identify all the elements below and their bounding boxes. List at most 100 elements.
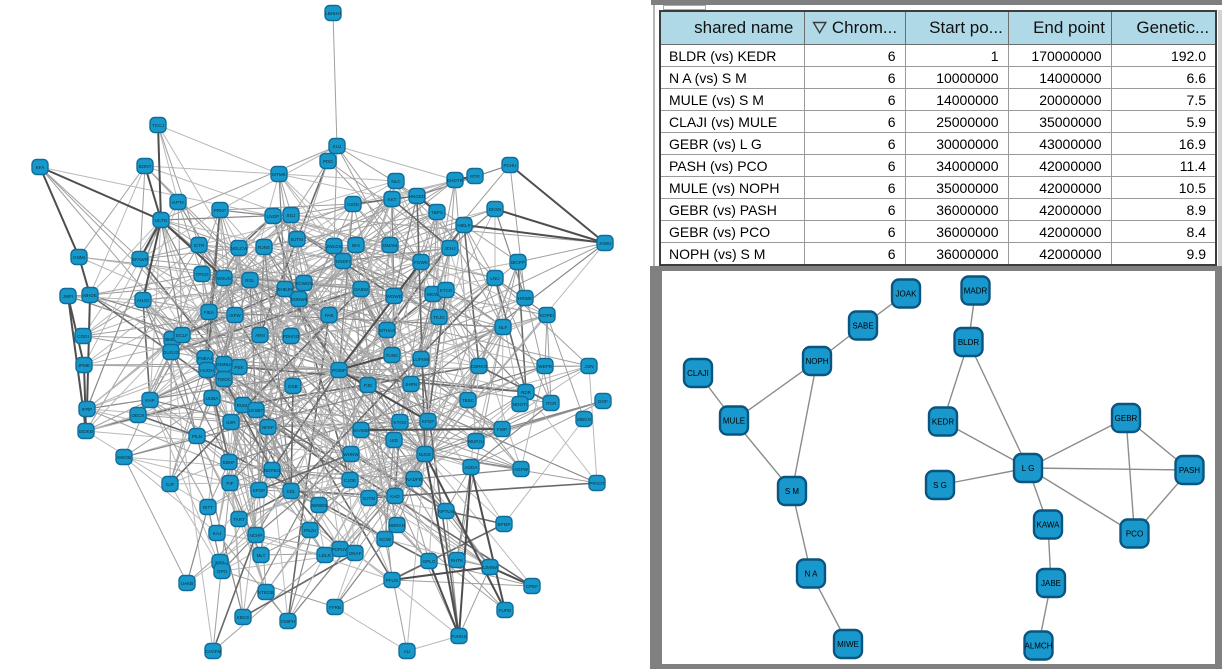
svg-text:BHI: BHI: [352, 243, 360, 248]
svg-text:RTR: RTR: [470, 174, 480, 179]
svg-text:RUMJ: RUMJ: [237, 403, 250, 408]
svg-text:GJF: GJF: [166, 482, 175, 487]
svg-text:RDR: RDR: [521, 390, 532, 395]
svg-text:KKT: KKT: [388, 197, 397, 202]
svg-text:ISFW: ISFW: [229, 313, 241, 318]
svg-text:SFAWR: SFAWR: [132, 257, 149, 262]
svg-text:LESBT: LESBT: [249, 408, 264, 413]
svg-text:MTMK: MTMK: [272, 172, 286, 177]
svg-text:CPEF: CPEF: [526, 584, 538, 589]
svg-text:NDOTI: NDOTI: [513, 402, 527, 407]
svg-text:UCTD: UCTD: [155, 218, 168, 223]
svg-text:PAB: PAB: [325, 313, 334, 318]
svg-text:SGJ: SGJ: [287, 213, 296, 218]
svg-text:KFGF: KFGF: [422, 419, 434, 424]
svg-text:GUGJG: GUGJG: [163, 350, 180, 355]
svg-text:MHDE: MHDE: [83, 293, 97, 298]
svg-text:N A: N A: [805, 570, 819, 579]
svg-text:PCHU: PCHU: [503, 163, 516, 168]
svg-text:JABE: JABE: [1041, 579, 1061, 588]
svg-text:S G: S G: [933, 481, 947, 490]
svg-text:BLDR: BLDR: [958, 338, 980, 347]
svg-text:DOF: DOF: [598, 399, 608, 404]
svg-text:KEA: KEA: [215, 560, 225, 565]
svg-text:KTOO: KTOO: [394, 420, 407, 425]
svg-text:JPME: JPME: [78, 363, 90, 368]
svg-text:BICPP: BICPP: [511, 260, 525, 265]
svg-text:PDG: PDG: [323, 159, 333, 164]
svg-text:L G: L G: [1022, 464, 1035, 473]
svg-text:ITCR: ITCR: [546, 401, 557, 406]
svg-text:WSUN: WSUN: [217, 276, 231, 281]
svg-text:MTHAA: MTHAA: [379, 328, 396, 333]
svg-text:TART: TART: [233, 517, 245, 522]
svg-text:PJHGS: PJHGS: [451, 634, 466, 639]
svg-text:JAWU: JAWU: [599, 241, 612, 246]
svg-text:GMNUI: GMNUI: [216, 362, 231, 367]
svg-text:NGLCW: NGLCW: [230, 246, 248, 251]
svg-text:LBHHH: LBHHH: [325, 11, 341, 16]
svg-text:SAAMD: SAAMD: [353, 428, 370, 433]
svg-text:UAKB: UAKB: [181, 581, 194, 586]
svg-text:CMIFH: CMIFH: [281, 619, 296, 624]
svg-text:NPTUS: NPTUS: [438, 509, 454, 514]
svg-text:AHJO: AHJO: [137, 298, 150, 303]
svg-text:HRWE: HRWE: [518, 296, 532, 301]
svg-text:ICTR: ICTR: [194, 243, 205, 248]
svg-text:ARN: ARN: [255, 333, 265, 338]
svg-text:GJTM: GJTM: [363, 496, 376, 501]
svg-text:HNGED: HNGED: [409, 194, 426, 199]
svg-text:JWLDS: JWLDS: [326, 244, 342, 249]
svg-text:BJTM: BJTM: [291, 237, 303, 242]
svg-text:NDPBO: NDPBO: [264, 468, 281, 473]
svg-text:PASH: PASH: [1179, 466, 1200, 475]
svg-text:FIEA: FIEA: [204, 310, 215, 315]
svg-text:KTEGB: KTEGB: [258, 590, 274, 595]
svg-text:CLAJI: CLAJI: [687, 369, 709, 378]
svg-text:MJCE: MJCE: [419, 452, 432, 457]
svg-text:SWOB: SWOB: [117, 455, 131, 460]
svg-text:OMAM: OMAM: [383, 243, 397, 248]
svg-text:KAWA: KAWA: [1037, 521, 1061, 530]
svg-text:CJOE: CJOE: [344, 478, 356, 483]
svg-text:TBPS: TBPS: [431, 210, 443, 215]
svg-text:DKSN: DKSN: [489, 207, 502, 212]
svg-text:RHTK: RHTK: [451, 558, 464, 563]
svg-text:LNGP: LNGP: [267, 214, 280, 219]
svg-text:NADFE: NADFE: [406, 477, 422, 482]
svg-text:HIELP: HIELP: [457, 223, 470, 228]
svg-text:COGI: COGI: [77, 334, 89, 339]
svg-text:WHNW: WHNW: [343, 452, 359, 457]
svg-text:PFUG: PFUG: [386, 578, 399, 583]
svg-text:OECK: OECK: [131, 413, 145, 418]
svg-text:BMUN: BMUN: [165, 337, 179, 342]
svg-text:MIWE: MIWE: [837, 640, 859, 649]
svg-text:FFRB: FFRB: [329, 605, 341, 610]
svg-text:KAD: KAD: [390, 494, 400, 499]
svg-text:EHEJN: EHEJN: [277, 287, 292, 292]
svg-text:PEK: PEK: [234, 365, 244, 370]
svg-text:LUFNW: LUFNW: [413, 357, 430, 362]
svg-text:GEBR: GEBR: [1115, 414, 1138, 423]
svg-text:ECLF: ECLF: [176, 333, 188, 338]
svg-text:IAPTA: IAPTA: [172, 200, 186, 205]
svg-text:KUJ: KUJ: [333, 144, 342, 149]
svg-text:JHRN: JHRN: [405, 382, 417, 387]
svg-text:CBRKO: CBRKO: [471, 364, 488, 369]
svg-text:NLF: NLF: [499, 325, 508, 330]
svg-text:MLT: MLT: [257, 553, 266, 558]
svg-text:AGPW: AGPW: [514, 467, 529, 472]
svg-text:BONT: BONT: [139, 164, 152, 169]
svg-text:POMP: POMP: [332, 368, 346, 373]
svg-text:SPOP: SPOP: [253, 488, 266, 493]
svg-text:MUPJU: MUPJU: [468, 439, 484, 444]
svg-text:LDLR: LDLR: [319, 553, 331, 558]
svg-text:PJE: PJE: [364, 383, 372, 388]
svg-text:TCCJ: TCCJ: [152, 123, 164, 128]
svg-text:GION: GION: [347, 202, 359, 207]
svg-text:NCHP: NCHP: [249, 533, 262, 538]
svg-text:TPGO: TPGO: [195, 272, 208, 277]
svg-text:FWP: FWP: [497, 427, 507, 432]
svg-text:IFRP: IFRP: [82, 407, 92, 412]
svg-text:MULE: MULE: [723, 417, 745, 426]
